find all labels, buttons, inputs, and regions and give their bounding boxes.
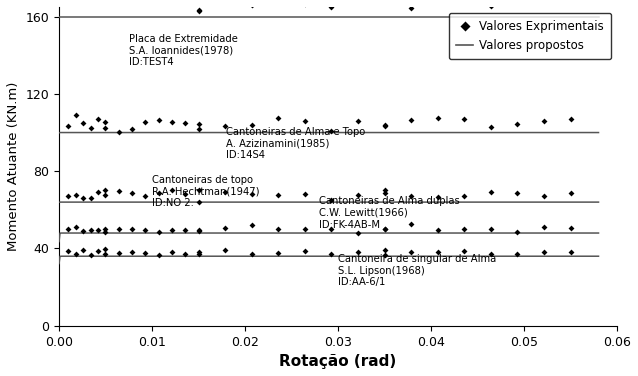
Point xyxy=(100,188,110,194)
Point xyxy=(63,226,73,232)
Point xyxy=(406,5,416,11)
Point xyxy=(93,116,103,122)
Point xyxy=(154,0,164,4)
Point xyxy=(353,249,363,255)
Point xyxy=(220,225,230,231)
Point xyxy=(140,119,151,125)
Point xyxy=(273,226,283,232)
Point xyxy=(140,250,151,256)
Point xyxy=(539,0,549,5)
Point xyxy=(71,192,81,198)
Point xyxy=(63,123,73,129)
Point xyxy=(512,229,523,235)
Point xyxy=(93,227,103,233)
Point xyxy=(93,249,103,255)
Point xyxy=(406,117,416,123)
Point xyxy=(246,2,256,8)
Point xyxy=(193,187,204,193)
Point xyxy=(273,192,283,198)
Point xyxy=(539,224,549,230)
Point xyxy=(71,251,81,257)
Point xyxy=(85,195,96,201)
Point xyxy=(154,252,164,258)
Point xyxy=(154,190,164,196)
Point xyxy=(326,226,336,232)
Point xyxy=(433,194,443,200)
Point xyxy=(220,123,230,129)
Point xyxy=(193,8,204,14)
Point xyxy=(353,118,363,124)
Point xyxy=(486,226,496,232)
Point xyxy=(180,227,190,233)
Point xyxy=(114,226,124,232)
Point xyxy=(300,191,310,197)
Point xyxy=(167,0,177,4)
Point xyxy=(565,115,575,121)
Point xyxy=(486,124,496,130)
Point xyxy=(380,121,390,127)
Y-axis label: Momento Atuante (KN.m): Momento Atuante (KN.m) xyxy=(7,82,20,251)
Point xyxy=(71,0,81,1)
Point xyxy=(114,250,124,256)
Point xyxy=(512,121,523,127)
Point xyxy=(193,249,204,255)
Point xyxy=(71,112,81,118)
Point xyxy=(220,0,230,5)
Point xyxy=(512,190,523,196)
Point xyxy=(193,126,204,132)
Point xyxy=(100,246,110,252)
Point xyxy=(353,230,363,236)
Point xyxy=(300,226,310,232)
Point xyxy=(93,0,103,2)
Text: Cantoneiras de Alma duplas
C.W. Lewitt(1966)
ID:FK-4AB-M: Cantoneiras de Alma duplas C.W. Lewitt(1… xyxy=(320,196,460,229)
Point xyxy=(114,129,124,135)
Point xyxy=(246,122,256,128)
Point xyxy=(246,251,256,257)
Point xyxy=(78,120,88,126)
Point xyxy=(459,248,470,254)
Point xyxy=(486,189,496,195)
Point xyxy=(180,120,190,126)
Point xyxy=(85,124,96,130)
Point xyxy=(127,190,137,196)
Point xyxy=(193,199,204,205)
Point xyxy=(433,115,443,121)
Point xyxy=(486,3,496,9)
Point xyxy=(71,224,81,230)
Point xyxy=(100,226,110,232)
Point xyxy=(127,226,137,232)
Point xyxy=(433,227,443,233)
Point xyxy=(100,192,110,198)
Point xyxy=(300,248,310,254)
Point xyxy=(565,249,575,255)
Point xyxy=(154,229,164,235)
Point xyxy=(380,252,390,258)
Point xyxy=(167,187,177,193)
Point xyxy=(193,228,204,234)
Point xyxy=(167,227,177,233)
Point xyxy=(127,126,137,132)
Text: Cantoneira de singular de Alma
S.L. Lipson(1968)
ID:AA-6/1: Cantoneira de singular de Alma S.L. Lips… xyxy=(338,254,496,288)
Text: Cantoneiras de Alma e Topo
A. Azizinamini(1985)
ID:14S4: Cantoneiras de Alma e Topo A. Azizinamin… xyxy=(226,127,366,160)
Point xyxy=(63,248,73,254)
Point xyxy=(380,247,390,253)
Point xyxy=(406,249,416,255)
Point xyxy=(433,249,443,255)
Point xyxy=(93,189,103,195)
Point xyxy=(326,197,336,203)
Point xyxy=(512,252,523,258)
Point xyxy=(100,251,110,257)
Point xyxy=(78,247,88,253)
Point xyxy=(539,193,549,199)
Point xyxy=(539,118,549,124)
Point xyxy=(326,251,336,257)
Point xyxy=(353,192,363,198)
Point xyxy=(167,119,177,125)
Point xyxy=(78,227,88,233)
Point xyxy=(167,249,177,255)
Point xyxy=(220,247,230,253)
Legend: Valores Exprimentais, Valores propostos: Valores Exprimentais, Valores propostos xyxy=(449,13,611,59)
Point xyxy=(380,190,390,196)
Point xyxy=(154,117,164,123)
Point xyxy=(140,227,151,233)
